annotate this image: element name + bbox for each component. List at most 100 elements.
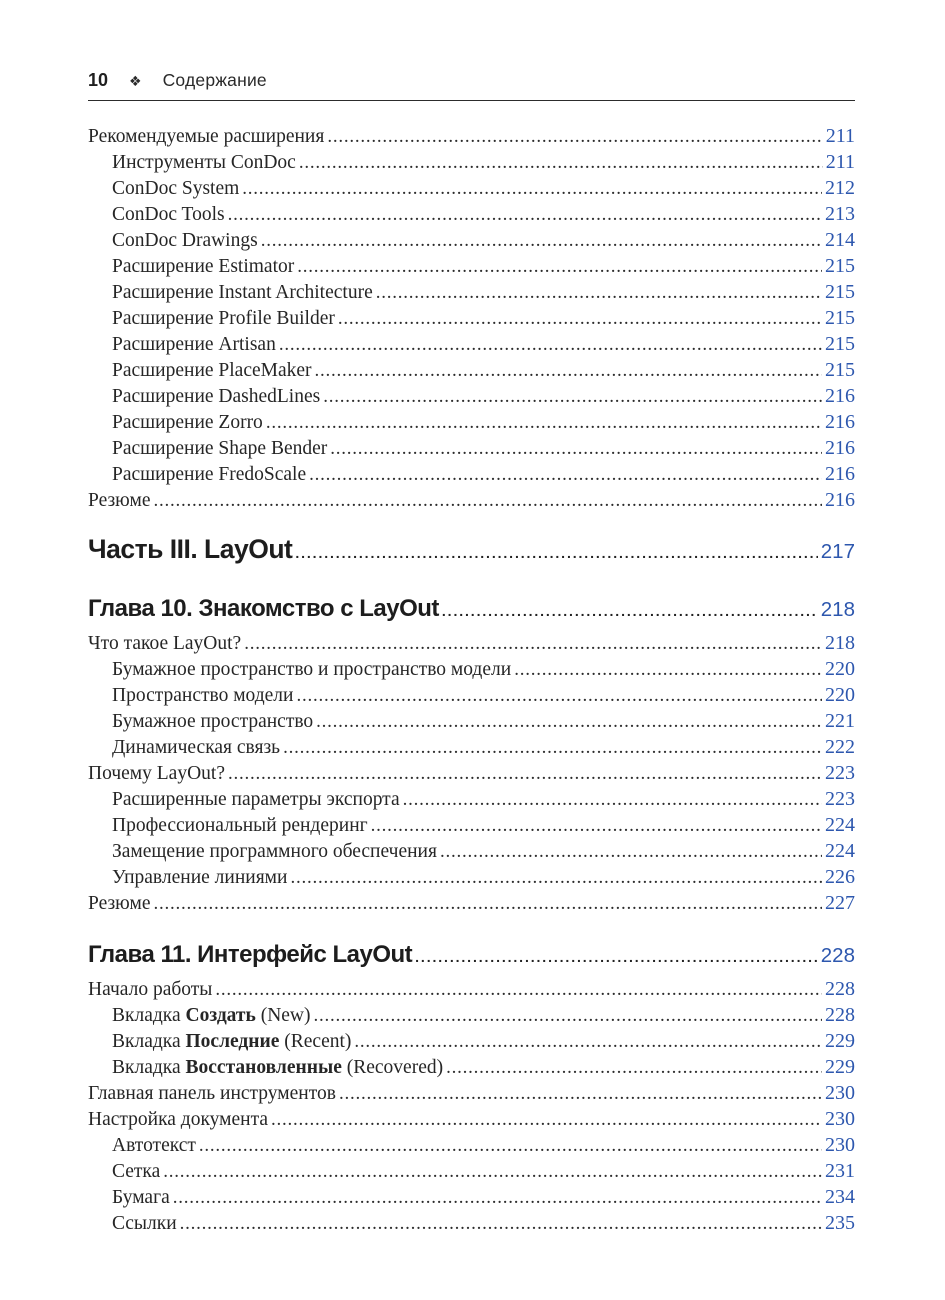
toc-entry-label: Что такое LayOut? — [88, 631, 241, 656]
toc-entry-page: 223 — [825, 762, 855, 784]
toc-entry[interactable]: Вкладка Создать (New) 228 — [88, 1003, 855, 1029]
toc-entry-label: Глава 10. Знакомство с LayOut — [88, 593, 439, 624]
toc-entry-page: 228 — [825, 978, 855, 1000]
dot-leader — [199, 1133, 822, 1159]
label-text: Пространство модели — [112, 685, 294, 706]
toc-part-heading[interactable]: Часть III. LayOut 217 — [88, 532, 855, 571]
label-text: Профессиональный рендеринг — [112, 815, 368, 836]
toc-entry[interactable]: Резюме 227 — [88, 891, 855, 917]
toc-chapter-heading[interactable]: Глава 11. Интерфейс LayOut 228 — [88, 939, 855, 973]
toc-entry[interactable]: Пространство модели 220 — [88, 683, 855, 709]
toc-entry[interactable]: Вкладка Восстановленные (Recovered) 229 — [88, 1055, 855, 1081]
dot-leader — [338, 306, 822, 332]
toc-entry-label: Ссылки — [88, 1211, 177, 1236]
toc-entry[interactable]: Расширенные параметры экспорта 223 — [88, 787, 855, 813]
toc-entry-label: Пространство модели — [88, 683, 293, 708]
dot-leader — [173, 1185, 822, 1211]
toc-entry-label: Автотекст — [88, 1133, 196, 1158]
label-text: Бумажное пространство — [112, 711, 314, 732]
toc-entry[interactable]: Главная панель инструментов 230 — [88, 1081, 855, 1107]
label-text: ConDoc System — [112, 178, 240, 199]
toc-entry[interactable]: Сетка 231 — [88, 1159, 855, 1185]
toc-entry-label: ConDoc Drawings — [88, 228, 258, 253]
toc-entry[interactable]: Автотекст 230 — [88, 1133, 855, 1159]
toc-entry-page: 230 — [825, 1134, 855, 1156]
dot-leader — [315, 358, 822, 384]
toc-entry[interactable]: Ссылки 235 — [88, 1211, 855, 1237]
toc-entry[interactable]: Расширение Instant Architecture 215 — [88, 280, 855, 306]
dot-leader — [440, 839, 822, 865]
toc-entry[interactable]: Управление линиями 226 — [88, 865, 855, 891]
toc-entry[interactable]: Инструменты ConDoc 211 — [88, 150, 855, 176]
dot-leader — [354, 1029, 822, 1055]
toc-entry-page: 218 — [825, 632, 855, 654]
dot-leader — [279, 332, 822, 358]
label-text: Бумага — [112, 1187, 170, 1208]
toc-entry-page: 223 — [825, 788, 855, 810]
dot-leader — [295, 536, 817, 571]
toc-entry[interactable]: Расширение FredoScale 216 — [88, 462, 855, 488]
dot-leader — [266, 410, 822, 436]
toc-entry-page: 215 — [825, 333, 855, 355]
toc-entry[interactable]: ConDoc System 212 — [88, 176, 855, 202]
toc-entry-label: Расширение Zorro — [88, 410, 263, 435]
toc-entry[interactable]: Вкладка Последние (Recent) 229 — [88, 1029, 855, 1055]
dot-leader — [297, 254, 822, 280]
toc-entry[interactable]: Почему LayOut? 223 — [88, 761, 855, 787]
toc-entry[interactable]: Расширение Shape Bender 216 — [88, 436, 855, 462]
toc-entry[interactable]: Расширение Artisan 215 — [88, 332, 855, 358]
toc-entry[interactable]: Рекомендуемые расширения 211 — [88, 124, 855, 150]
running-header: 10 ❖ Содержание — [88, 70, 855, 101]
toc-entry[interactable]: Что такое LayOut? 218 — [88, 631, 855, 657]
dot-leader — [283, 735, 822, 761]
label-text: Расширение DashedLines — [112, 386, 321, 407]
toc-entry[interactable]: Расширение Estimator 215 — [88, 254, 855, 280]
label-text: Настройка документа — [88, 1109, 269, 1130]
dot-leader — [244, 631, 822, 657]
label-text: Расширение Shape Bender — [112, 438, 328, 459]
toc-entry-page: 220 — [825, 658, 855, 680]
toc-entry-page: 230 — [825, 1082, 855, 1104]
toc-entry[interactable]: Бумажное пространство и пространство мод… — [88, 657, 855, 683]
toc-entry[interactable]: Расширение PlaceMaker 215 — [88, 358, 855, 384]
dot-leader — [296, 683, 822, 709]
toc-entry[interactable]: Начало работы 228 — [88, 977, 855, 1003]
label-after-text: (Recovered) — [341, 1057, 444, 1078]
dot-leader — [442, 596, 818, 627]
header-title: Содержание — [162, 70, 267, 90]
toc-entry[interactable]: Резюме 216 — [88, 488, 855, 514]
label-text: Вкладка — [112, 1005, 186, 1026]
label-text: Бумажное пространство и пространство мод… — [112, 659, 512, 680]
toc-entry[interactable]: ConDoc Tools 213 — [88, 202, 855, 228]
toc-entry-page: 218 — [820, 598, 855, 621]
toc-entry-label: Вкладка Создать (New) — [88, 1003, 311, 1028]
label-text: Замещение программного обеспечения — [112, 841, 437, 862]
label-bold-part: Восстановленные — [185, 1057, 342, 1078]
toc-entry-label: Расширение Instant Architecture — [88, 280, 373, 305]
dot-leader — [215, 977, 822, 1003]
toc-entry-label: Управление линиями — [88, 865, 287, 890]
toc-entry[interactable]: ConDoc Drawings 214 — [88, 228, 855, 254]
toc-entry-page: 235 — [825, 1212, 855, 1234]
toc-entry[interactable]: Расширение Profile Builder 215 — [88, 306, 855, 332]
toc-chapter-heading[interactable]: Глава 10. Знакомство с LayOut 218 — [88, 593, 855, 627]
toc-entry[interactable]: Бумажное пространство 221 — [88, 709, 855, 735]
toc-entry-label: Бумажное пространство — [88, 709, 313, 734]
toc-entry[interactable]: Настройка документа 230 — [88, 1107, 855, 1133]
toc-entry-page: 214 — [825, 229, 855, 251]
toc-entry[interactable]: Бумага 234 — [88, 1185, 855, 1211]
toc-entry[interactable]: Замещение программного обеспечения 224 — [88, 839, 855, 865]
toc-entry-label: Настройка документа — [88, 1107, 268, 1132]
toc-entry[interactable]: Расширение DashedLines 216 — [88, 384, 855, 410]
toc-entry[interactable]: Динамическая связь 222 — [88, 735, 855, 761]
toc-entry-label: Инструменты ConDoc — [88, 150, 296, 175]
label-text: Глава 10. Знакомство с LayOut — [88, 595, 439, 622]
label-text: Расширенные параметры экспорта — [112, 789, 400, 810]
toc-entry-page: 227 — [825, 892, 855, 914]
dot-leader — [290, 865, 822, 891]
toc-entry[interactable]: Профессиональный рендеринг 224 — [88, 813, 855, 839]
label-text: Ссылки — [112, 1213, 177, 1234]
toc-entry[interactable]: Расширение Zorro 216 — [88, 410, 855, 436]
toc-entry-page: 215 — [825, 359, 855, 381]
toc-entry-page: 215 — [825, 255, 855, 277]
